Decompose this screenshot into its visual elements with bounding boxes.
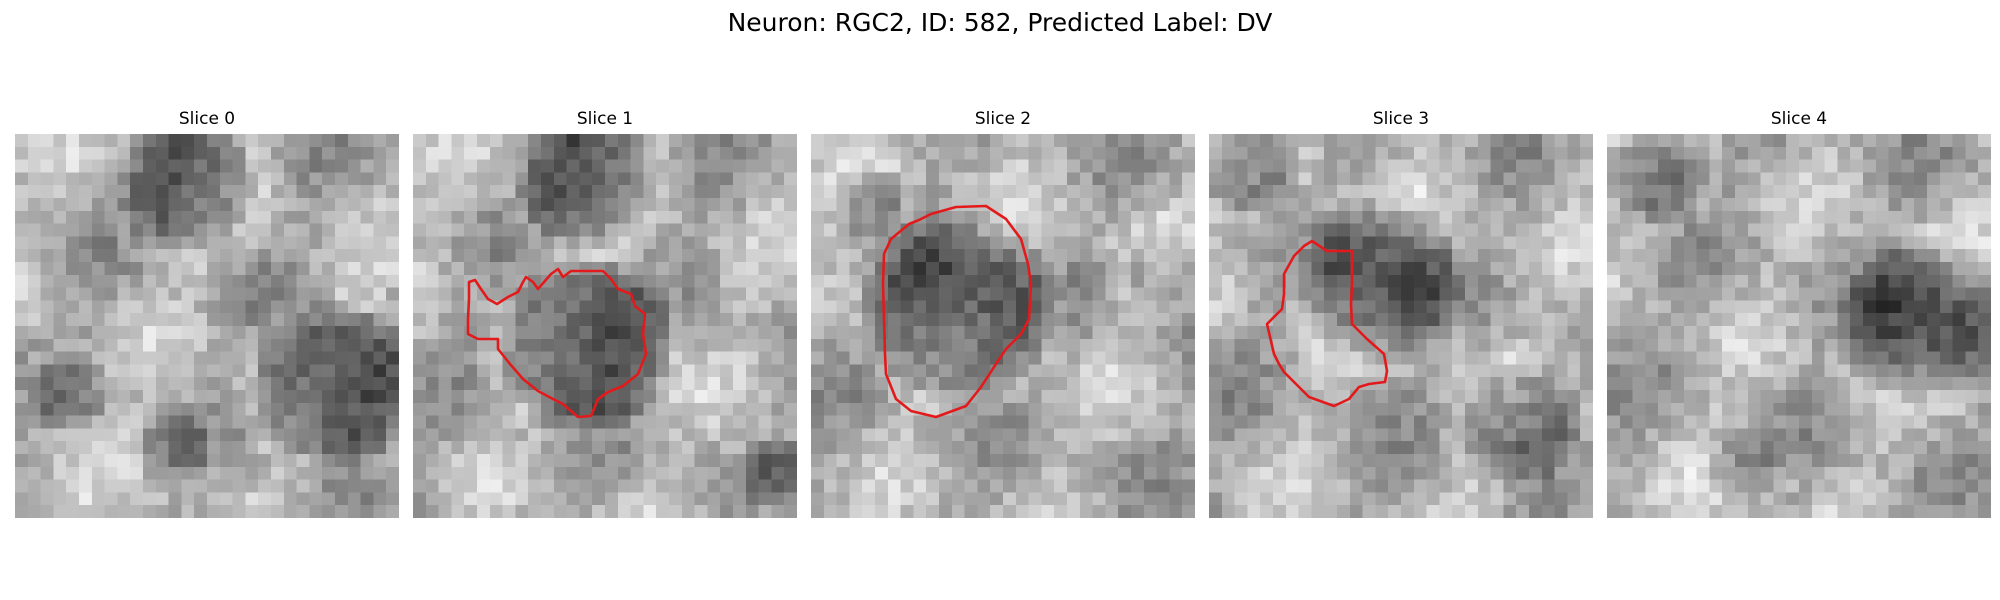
slice-image-1 xyxy=(413,134,797,518)
slice-title-0: Slice 0 xyxy=(178,109,236,129)
slice-image-3 xyxy=(1209,134,1593,518)
slice-title-3: Slice 3 xyxy=(1372,109,1430,129)
slice-image-2 xyxy=(811,134,1195,518)
slice-title-2: Slice 2 xyxy=(974,109,1032,129)
slice-image-0 xyxy=(15,134,399,518)
slice-image-4 xyxy=(1607,134,1991,518)
slice-title-1: Slice 1 xyxy=(576,109,634,129)
segmentation-contour-1 xyxy=(466,267,648,419)
slice-title-4: Slice 4 xyxy=(1770,109,1828,129)
segmentation-contour-2 xyxy=(881,204,1033,419)
figure-title: Neuron: RGC2, ID: 582, Predicted Label: … xyxy=(727,8,1273,37)
segmentation-contour-3 xyxy=(1265,239,1389,408)
